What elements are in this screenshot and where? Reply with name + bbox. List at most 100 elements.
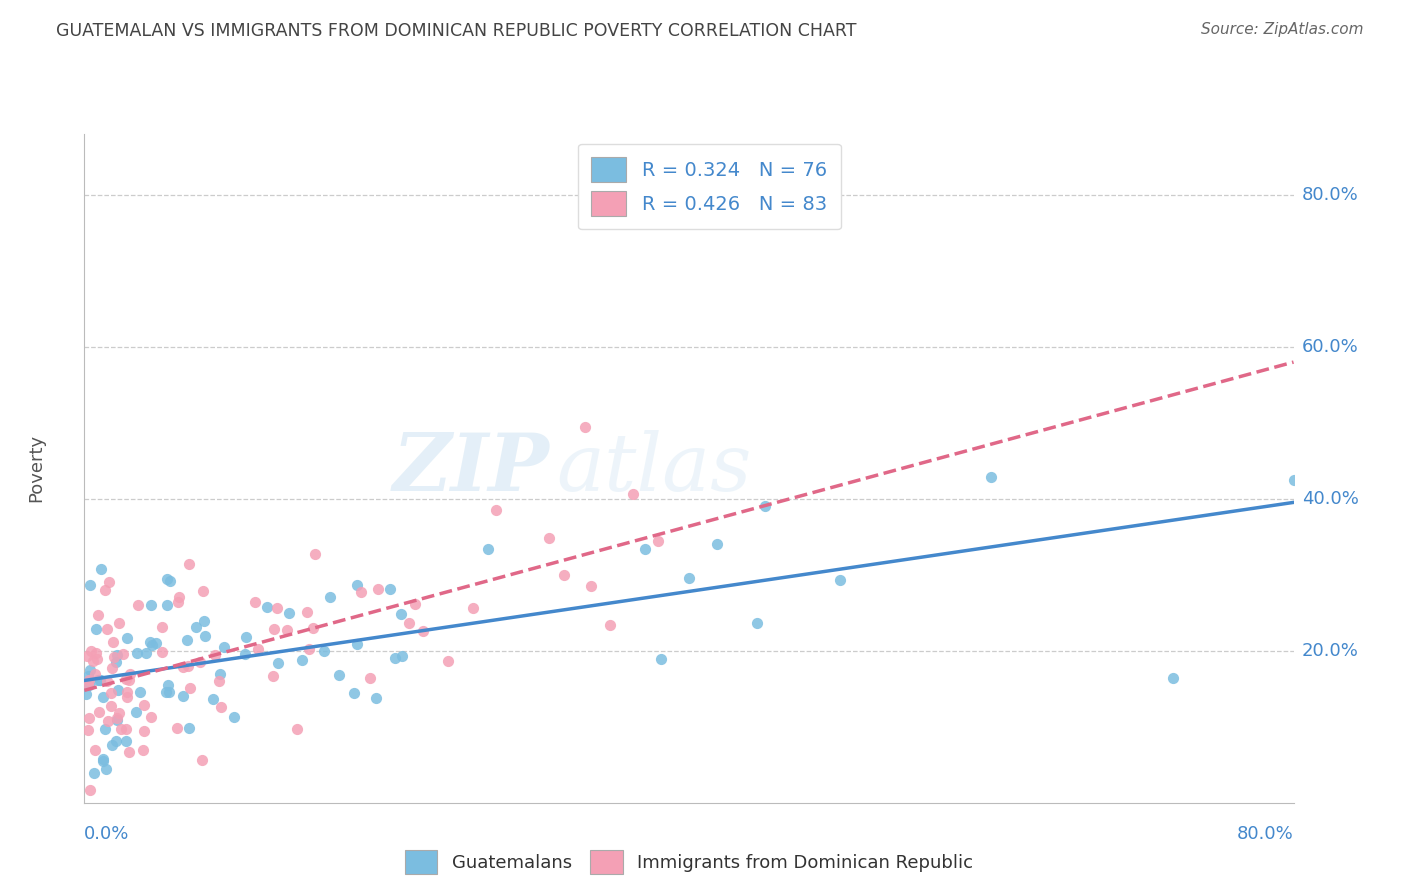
Point — [134, 723, 156, 738]
Point — [202, 691, 225, 706]
Point — [319, 590, 342, 604]
Point — [91, 752, 114, 766]
Point — [84, 622, 107, 636]
Point — [346, 578, 368, 592]
Text: 60.0%: 60.0% — [1302, 338, 1358, 356]
Point — [190, 753, 212, 767]
Point — [115, 673, 138, 687]
Point — [277, 606, 299, 620]
Point — [97, 714, 120, 729]
Point — [139, 599, 162, 613]
Point — [436, 654, 458, 668]
Point — [285, 722, 308, 736]
Text: 40.0%: 40.0% — [1302, 490, 1358, 508]
Point — [80, 644, 103, 658]
Point — [172, 660, 194, 674]
Point — [204, 648, 226, 662]
Point — [621, 487, 644, 501]
Point — [79, 663, 101, 677]
Point — [76, 668, 98, 682]
Point — [169, 591, 191, 605]
Point — [166, 595, 188, 609]
Point — [574, 420, 596, 434]
Point — [159, 574, 181, 589]
Point — [404, 598, 426, 612]
Point — [477, 541, 499, 556]
Point — [83, 667, 105, 681]
Point — [135, 646, 157, 660]
Point — [1282, 473, 1305, 487]
Point — [76, 648, 98, 663]
Point — [579, 579, 602, 593]
Point — [152, 645, 174, 659]
Point — [110, 722, 132, 736]
Point — [132, 698, 155, 712]
Point — [90, 562, 112, 576]
Point — [117, 745, 139, 759]
Point — [114, 733, 136, 747]
Point — [678, 570, 700, 584]
Point — [94, 582, 117, 597]
Point — [114, 722, 136, 736]
Point — [553, 568, 575, 582]
Point — [184, 620, 207, 634]
Point — [91, 690, 114, 705]
Point — [127, 599, 149, 613]
Point — [115, 631, 138, 645]
Point — [156, 678, 179, 692]
Point — [157, 684, 180, 698]
Point — [101, 635, 124, 649]
Point — [212, 640, 235, 654]
Point — [118, 673, 141, 688]
Point — [98, 575, 121, 590]
Point — [350, 585, 373, 599]
Point — [266, 600, 288, 615]
Text: 0.0%: 0.0% — [84, 825, 129, 843]
Point — [93, 722, 115, 736]
Point — [263, 622, 285, 636]
Point — [208, 673, 231, 688]
Point — [233, 647, 256, 661]
Point — [155, 685, 177, 699]
Point — [364, 691, 387, 706]
Point — [83, 766, 105, 780]
Point — [634, 541, 657, 556]
Point — [398, 615, 420, 630]
Point — [312, 643, 335, 657]
Point — [188, 655, 211, 669]
Point — [105, 648, 128, 662]
Text: 80.0%: 80.0% — [1302, 186, 1358, 203]
Point — [389, 607, 412, 622]
Point — [830, 574, 852, 588]
Point — [128, 685, 150, 699]
Point — [193, 614, 215, 628]
Point — [105, 711, 128, 725]
Point — [79, 710, 101, 724]
Point — [166, 721, 188, 735]
Point — [706, 537, 728, 551]
Legend: Guatemalans, Immigrants from Dominican Republic: Guatemalans, Immigrants from Dominican R… — [398, 843, 980, 880]
Point — [112, 647, 135, 661]
Point — [243, 594, 266, 608]
Point — [328, 668, 350, 682]
Point — [461, 601, 484, 615]
Point — [141, 638, 163, 652]
Point — [177, 659, 200, 673]
Text: Poverty: Poverty — [27, 434, 45, 502]
Point — [291, 652, 314, 666]
Point — [87, 705, 110, 719]
Point — [256, 599, 278, 614]
Point — [179, 557, 201, 571]
Point — [75, 687, 97, 701]
Text: 80.0%: 80.0% — [1237, 825, 1294, 843]
Point — [77, 723, 100, 738]
Point — [194, 629, 217, 643]
Point — [537, 531, 560, 545]
Point — [412, 624, 434, 639]
Point — [124, 705, 146, 719]
Point — [132, 743, 155, 757]
Point — [176, 632, 198, 647]
Point — [172, 689, 194, 703]
Point — [107, 683, 129, 698]
Point — [304, 547, 326, 561]
